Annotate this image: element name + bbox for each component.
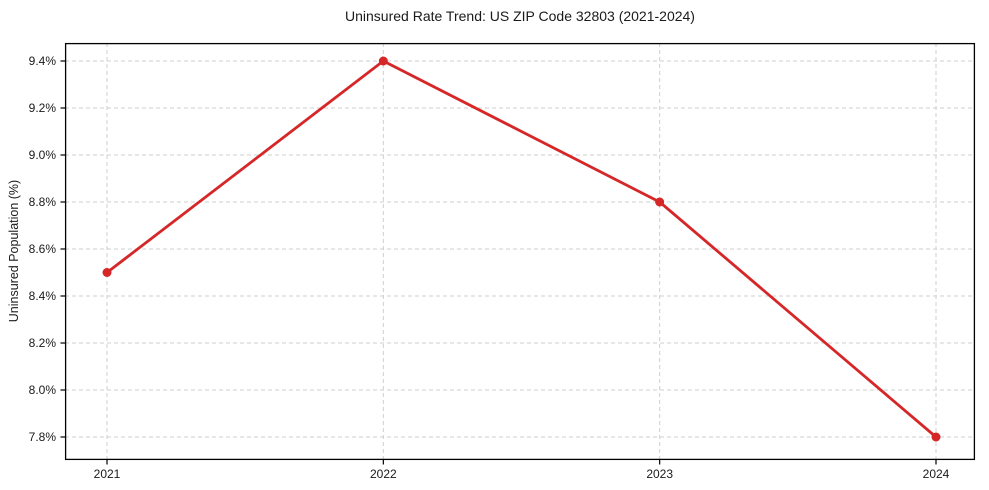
trend-line	[105, 59, 938, 439]
y-tick-label: 9.4%	[29, 54, 57, 68]
data-point-marker	[102, 268, 112, 277]
y-tick-label: 8.4%	[29, 289, 57, 303]
y-tick-label: 8.0%	[29, 383, 57, 397]
y-tick-label: 9.0%	[29, 148, 57, 162]
x-tick-label: 2021	[94, 467, 121, 481]
data-point-marker	[931, 432, 941, 442]
chart-title: Uninsured Rate Trend: US ZIP Code 32803 …	[345, 8, 695, 24]
plot-border	[64, 42, 976, 461]
data-point-marker	[378, 56, 388, 66]
x-tick-label: 2024	[923, 467, 950, 481]
y-tick-label: 7.8%	[29, 430, 57, 444]
y-tick-label: 8.6%	[29, 242, 57, 256]
x-tick-label: 2022	[370, 467, 397, 481]
y-axis-label: Uninsured Population (%)	[7, 179, 21, 323]
data-point-marker	[655, 197, 665, 207]
y-tick-label: 9.2%	[29, 101, 57, 115]
y-tick-label: 8.8%	[29, 195, 57, 209]
x-tick-label: 2023	[646, 467, 673, 481]
plot-area: 7.8% 8.0% 8.2% 8.4% 8.6% 8.8% 9.0% 9.2% 9.4% 2021…	[29, 42, 976, 481]
y-tick-label: 8.2%	[29, 336, 57, 350]
